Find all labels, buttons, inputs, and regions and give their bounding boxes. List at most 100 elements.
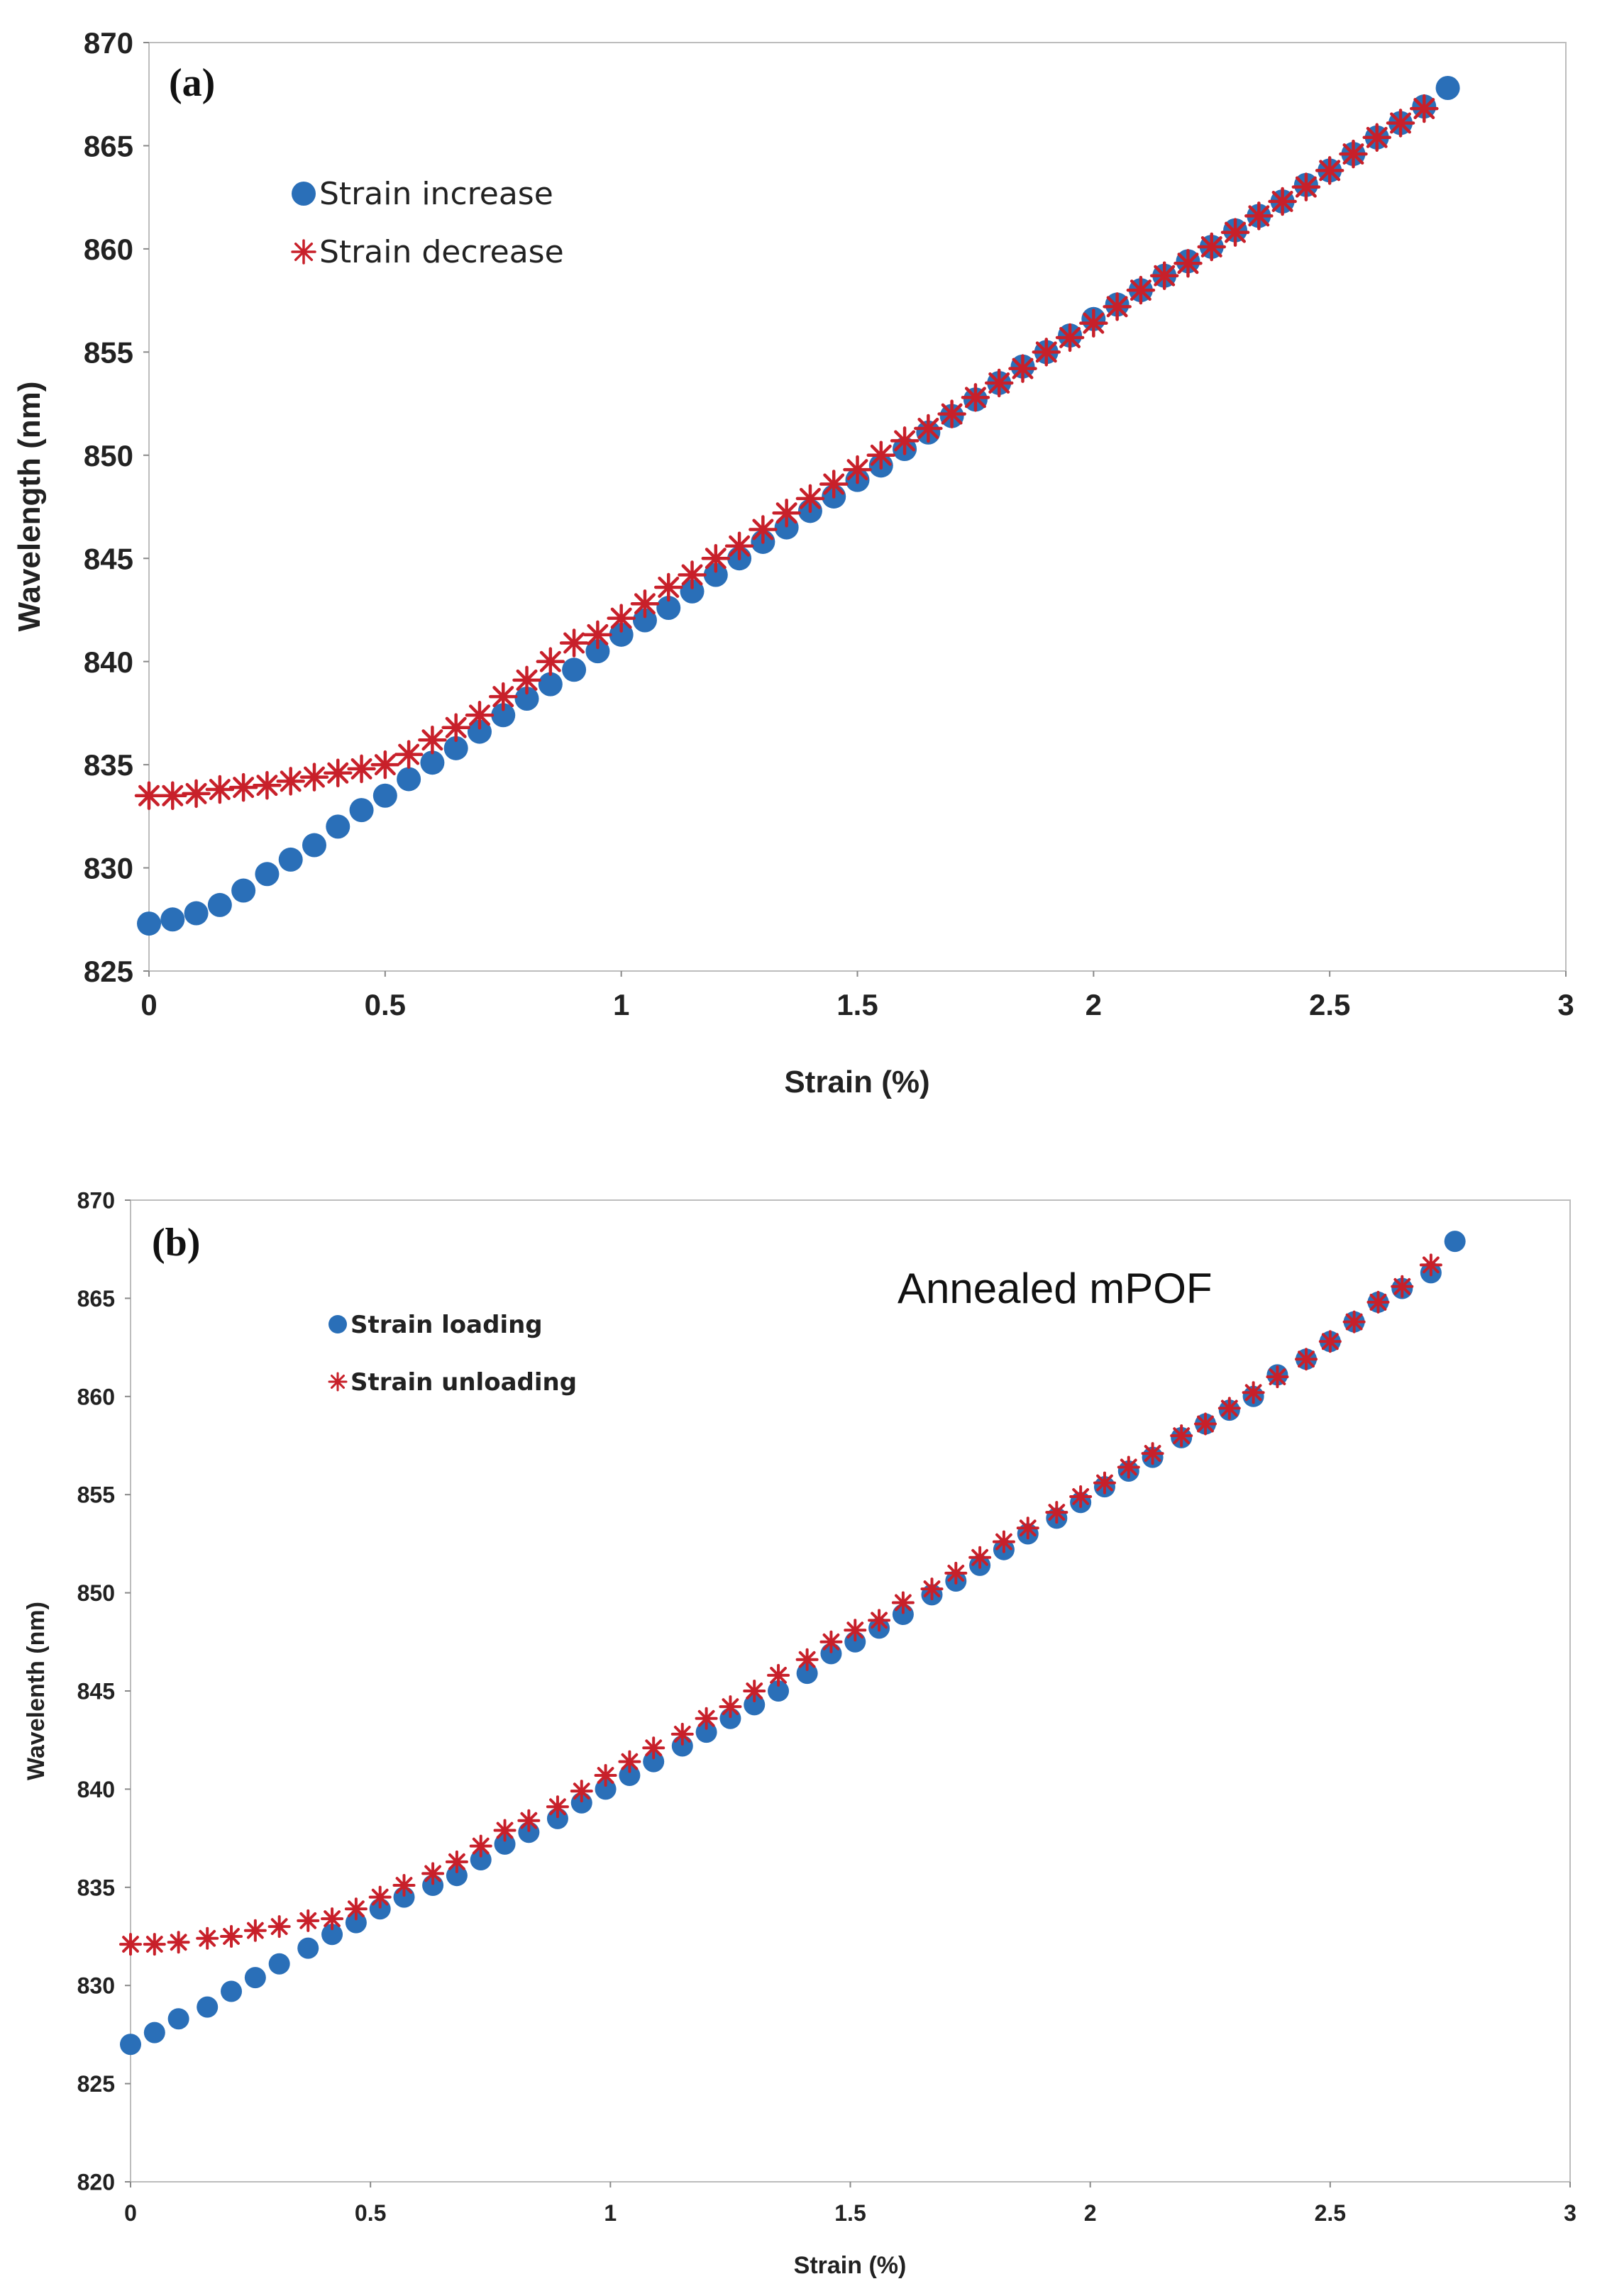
x-tick-label: 1.5 [836,988,878,1021]
data-point [297,1937,319,1959]
y-tick-label: 855 [77,1482,115,1508]
data-point [843,455,872,484]
data-point [719,1695,742,1719]
data-point [1315,156,1344,185]
data-point [160,907,185,932]
data-point [321,1907,344,1931]
panel-a-chart: 825 830 835 840 845 850 855 860 865 870 0 0.5 1 1.5 2… [12,26,1574,1099]
panel-b-chart: 820 825 830 835 840 845 850 855 860 865 870 0 0.5 1 1… [23,1188,1576,2279]
data-point [1435,75,1460,100]
panel-b-x-axis-label: Strain (%) [794,2252,907,2279]
data-point [443,736,468,760]
legend-asterisk [328,1372,348,1392]
data-point [680,579,705,604]
data-point [536,647,565,676]
data-point [1016,1516,1039,1540]
y-tick-label: 870 [84,26,133,60]
data-point [244,1967,266,1989]
data-point [937,399,966,428]
y-tick-label: 845 [77,1679,115,1704]
panel-a-y-ticks: 825 830 835 840 845 850 855 860 865 870 [84,26,149,988]
y-tick-label: 825 [84,955,133,988]
data-point [207,892,232,917]
data-point [514,687,539,711]
data-point [595,1778,617,1800]
data-point [749,515,778,544]
panel-a-label: (a) [169,61,215,105]
y-tick-label: 865 [84,130,133,163]
panel-a-x-ticks: 0 0.5 1 1.5 2 2.5 3 [140,971,1574,1021]
x-tick-label: 1 [604,2200,617,2226]
data-point [1291,172,1321,201]
data-point [585,639,610,664]
data-point [220,1925,243,1948]
x-tick-label: 0.5 [355,2200,386,2226]
data-point [630,589,660,619]
panel-b-legend-asterisk-marker [328,1372,348,1392]
y-tick-label: 860 [84,233,133,266]
data-point [844,1619,867,1642]
panel-a-legend-item-2: Strain decrease [319,234,564,270]
y-tick-label: 840 [84,645,133,679]
data-point [368,1885,392,1909]
legend-asterisk [291,239,316,265]
data-point [517,1809,541,1832]
data-point [228,772,258,802]
data-point [743,1680,766,1702]
panel-a-x-axis-label: Strain (%) [784,1065,929,1099]
data-point [868,1609,891,1632]
data-point [961,383,990,412]
data-point [182,779,211,809]
data-point [441,713,470,743]
x-tick-label: 0.5 [365,988,406,1021]
data-point [944,1561,968,1585]
data-point [890,426,920,455]
data-point [1295,1348,1318,1371]
data-point [493,1819,517,1842]
data-point [701,543,731,573]
data-point [1193,1412,1217,1436]
data-point [489,682,518,711]
data-point [1318,1330,1342,1353]
y-tick-label: 830 [77,1973,115,1999]
panel-b-legend-item-2: Strain unloading [350,1368,577,1397]
data-point [512,665,541,695]
y-tick-label: 850 [77,1580,115,1606]
data-point [167,1931,190,1954]
data-point [703,562,728,587]
data-point [470,1849,492,1871]
panel-b-legend: Strain loading Strain unloading [328,1311,577,1397]
x-tick-label: 0 [124,2200,137,2226]
data-point [370,750,400,780]
panel-a-y-axis-label: Wavelength (nm) [12,382,47,632]
data-point [1339,139,1368,169]
y-tick-label: 850 [84,439,133,472]
data-point [1149,261,1179,290]
data-point [1342,1310,1366,1333]
data-point [255,862,280,887]
data-point [184,901,209,926]
data-point [446,1865,468,1887]
data-point [992,1530,1015,1553]
y-tick-label: 865 [77,1286,115,1311]
data-point [445,1850,468,1873]
data-point [491,703,516,728]
data-point [968,1546,992,1569]
y-tick-label: 840 [77,1777,115,1802]
x-tick-label: 3 [1564,2200,1576,2226]
data-point [1045,1501,1068,1524]
data-point [724,531,754,561]
data-point [1220,218,1250,247]
panel-a-legend-circle-marker [292,182,316,206]
x-tick-label: 1 [613,988,629,1021]
data-point [205,775,235,804]
data-point [1079,309,1108,338]
y-tick-label: 835 [77,1875,115,1900]
data-point [469,1834,492,1858]
data-point [267,1915,291,1939]
data-point [1103,292,1132,321]
panel-b-legend-circle-marker [328,1315,347,1333]
data-point [1266,1365,1289,1389]
data-point [1174,249,1203,278]
